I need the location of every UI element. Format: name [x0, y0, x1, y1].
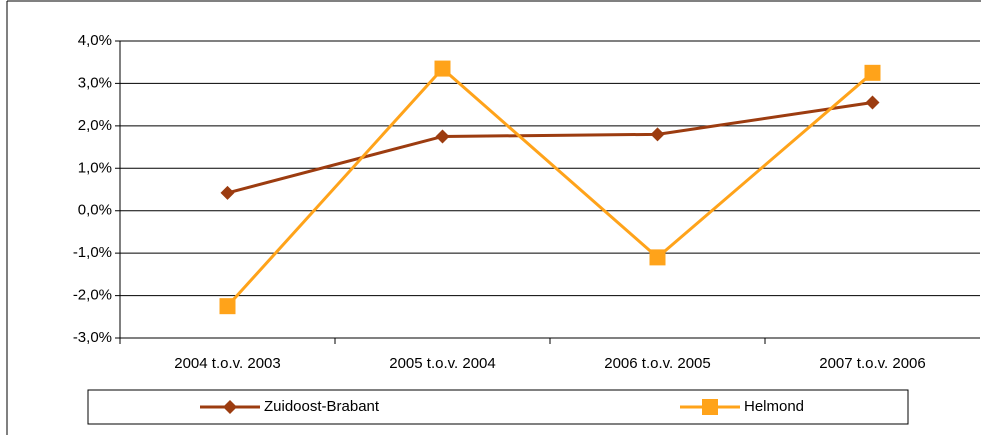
- series-line: [227, 101, 873, 195]
- y-tick-label: 0,0%: [78, 202, 112, 219]
- x-tick-label: 2004 t.o.v. 2003: [174, 355, 280, 372]
- marker: [649, 249, 666, 266]
- series-line: [226, 66, 874, 308]
- marker: [435, 129, 450, 144]
- marker: [434, 60, 451, 77]
- y-tick-label: 1,0%: [78, 159, 112, 176]
- marker: [219, 298, 236, 315]
- y-tick-label: 4,0%: [78, 32, 112, 49]
- marker: [220, 185, 235, 200]
- legend-box: [87, 389, 909, 425]
- legend-label: Zuidoost-Brabant: [264, 398, 380, 415]
- y-tick-label: 2,0%: [78, 117, 112, 134]
- marker: [223, 400, 237, 414]
- y-tick-label: -2,0%: [73, 287, 112, 304]
- x-tick-label: 2006 t.o.v. 2005: [604, 355, 710, 372]
- legend-label: Helmond: [744, 398, 804, 415]
- marker: [702, 399, 718, 415]
- marker: [865, 95, 880, 110]
- y-tick-label: -1,0%: [73, 244, 112, 261]
- x-tick-label: 2005 t.o.v. 2004: [389, 355, 495, 372]
- y-tick-label: 3,0%: [78, 74, 112, 91]
- marker: [864, 64, 881, 81]
- marker: [650, 127, 665, 142]
- x-tick-label: 2007 t.o.v. 2006: [819, 355, 925, 372]
- y-tick-label: -3,0%: [73, 329, 112, 346]
